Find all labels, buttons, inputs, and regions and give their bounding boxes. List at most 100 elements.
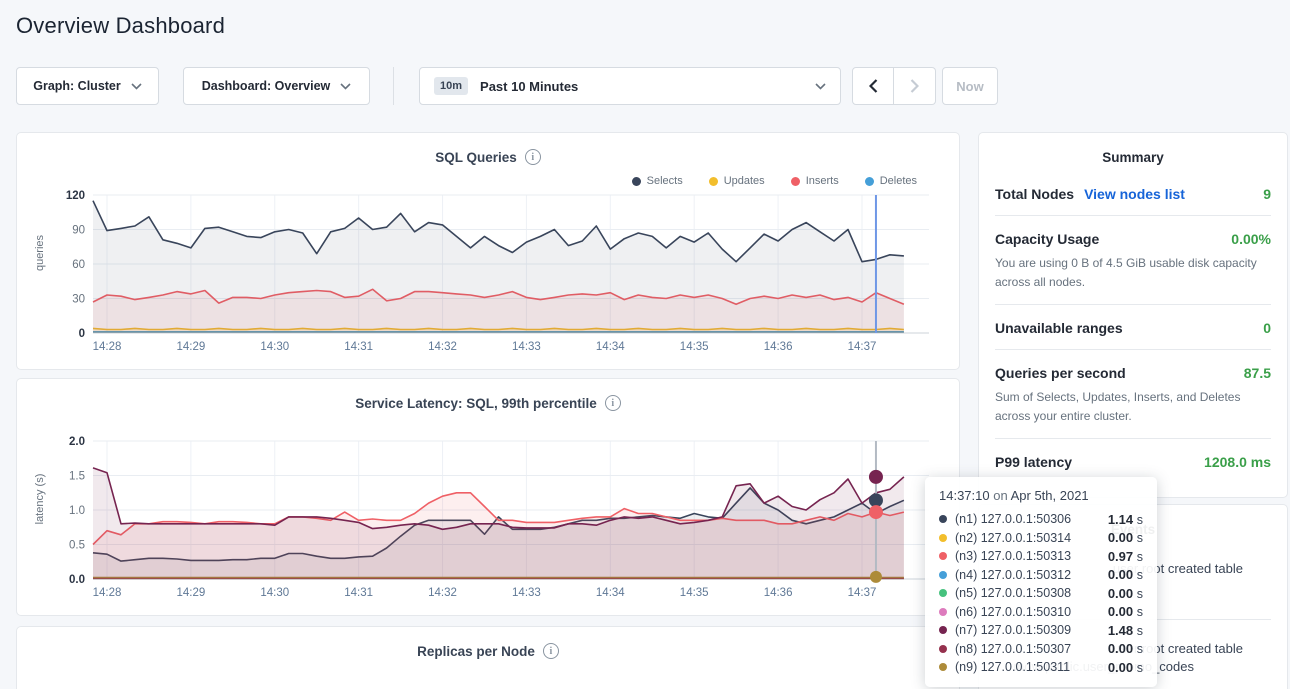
latency-value: 0.00 s (1107, 530, 1143, 546)
graph-dropdown-label: Graph: Cluster (33, 79, 121, 93)
summary-row-p99-latency: P99 latency 1208.0 ms (995, 454, 1271, 471)
svg-text:90: 90 (72, 225, 85, 237)
svg-text:30: 30 (72, 294, 85, 306)
dashboard-dropdown-label: Dashboard: Overview (201, 79, 331, 93)
svg-text:14:37: 14:37 (848, 587, 877, 599)
chevron-down-icon (340, 82, 351, 90)
info-icon[interactable]: i (524, 149, 541, 165)
summary-rows: Total Nodes View nodes list 9 Capacity U… (979, 171, 1287, 483)
svg-text:14:32: 14:32 (428, 587, 457, 599)
sql-queries-chart[interactable]: 0 30 60 90 120 14:28 14:29 14:30 14:31 14:32 14:33… (47, 189, 943, 357)
latency-value: 0.00 s (1107, 659, 1143, 675)
time-range-badge: 10m (434, 77, 469, 95)
svg-text:60: 60 (72, 259, 85, 271)
series-dot (939, 644, 947, 653)
dashboard-dropdown[interactable]: Dashboard: Overview (183, 67, 370, 105)
latency-value: 0.00 s (1107, 604, 1143, 620)
graph-dropdown[interactable]: Graph: Cluster (16, 67, 159, 105)
chevron-down-icon (815, 82, 826, 90)
node-address: (n6) 127.0.0.1:50310 (955, 604, 1072, 619)
chart-title: Service Latency: SQL, 99th percentile (355, 395, 597, 411)
summary-panel: Summary Total Nodes View nodes list 9 Ca… (978, 132, 1288, 498)
tooltip-row: (n5) 127.0.0.1:50308 0.00 s (939, 584, 1143, 603)
svg-text:14:32: 14:32 (428, 341, 457, 353)
svg-text:14:34: 14:34 (596, 341, 625, 353)
tooltip-row: (n7) 127.0.0.1:50309 1.48 s (939, 621, 1143, 640)
svg-text:0.5: 0.5 (69, 540, 85, 552)
node-address: (n2) 127.0.0.1:50314 (955, 530, 1072, 545)
summary-value: 87.5 (1243, 365, 1271, 382)
chevron-down-icon (131, 82, 142, 90)
legend-dot (708, 176, 718, 186)
svg-text:1.5: 1.5 (69, 471, 85, 483)
series-dot (939, 589, 947, 598)
toolbar: Graph: Cluster Dashboard: Overview 10m P… (16, 67, 998, 105)
legend-item-deletes[interactable]: Deletes (864, 175, 917, 187)
prev-time-button[interactable] (852, 67, 894, 105)
svg-text:14:31: 14:31 (344, 341, 373, 353)
time-range-dropdown[interactable]: 10m Past 10 Minutes (419, 67, 841, 105)
legend-dot (790, 176, 800, 186)
svg-text:0: 0 (79, 328, 85, 340)
tooltip-row: (n8) 127.0.0.1:50307 0.00 s (939, 640, 1143, 659)
node-address: (n4) 127.0.0.1:50312 (955, 567, 1072, 582)
svg-text:14:29: 14:29 (176, 587, 205, 599)
chart-legend: Selects Updates Inserts Deletes (631, 175, 917, 187)
info-icon[interactable]: i (604, 395, 621, 411)
summary-value: 1208.0 ms (1204, 454, 1271, 471)
arrow-left-icon (868, 79, 877, 93)
svg-text:14:34: 14:34 (596, 587, 625, 599)
node-address: (n8) 127.0.0.1:50307 (955, 641, 1072, 656)
svg-text:14:37: 14:37 (848, 341, 877, 353)
node-address: (n5) 127.0.0.1:50308 (955, 586, 1072, 601)
y-axis-label: latency (s) (34, 473, 46, 525)
node-address: (n9) 127.0.0.1:50311 (955, 660, 1071, 675)
summary-value: 9 (1263, 186, 1271, 202)
svg-text:1.0: 1.0 (69, 505, 85, 517)
svg-text:14:33: 14:33 (512, 341, 541, 353)
time-pager (852, 67, 936, 105)
tooltip-row: (n6) 127.0.0.1:50310 0.00 s (939, 603, 1143, 622)
summary-title: Summary (1102, 150, 1164, 165)
svg-text:14:29: 14:29 (176, 341, 205, 353)
svg-text:120: 120 (66, 190, 85, 202)
node-address: (n1) 127.0.0.1:50306 (955, 512, 1072, 527)
chart-title: SQL Queries (435, 149, 517, 165)
tooltip-timestamp: 14:37:10 on Apr 5th, 2021 (939, 488, 1089, 503)
tooltip-row: (n3) 127.0.0.1:50313 0.97 s (939, 547, 1143, 566)
chart-tooltip: 14:37:10 on Apr 5th, 2021 (n1) 127.0.0.1… (925, 477, 1157, 687)
legend-item-selects[interactable]: Selects (631, 175, 683, 187)
node-address: (n3) 127.0.0.1:50313 (955, 549, 1072, 564)
svg-text:14:35: 14:35 (680, 341, 709, 353)
service-latency-chart[interactable]: 0.0 0.5 1.0 1.5 2.0 14:28 14:29 14:30 14:31 14:32… (47, 435, 943, 603)
node-address: (n7) 127.0.0.1:50309 (955, 623, 1072, 638)
svg-text:0.0: 0.0 (69, 574, 85, 586)
legend-item-updates[interactable]: Updates (708, 175, 765, 187)
latency-value: 1.48 s (1107, 622, 1143, 638)
tooltip-row: (n4) 127.0.0.1:50312 0.00 s (939, 566, 1143, 585)
summary-row-capacity-usage: Capacity Usage 0.00% You are using 0 B o… (995, 216, 1271, 306)
summary-row-queries-per-second: Queries per second 87.5 Sum of Selects, … (995, 350, 1271, 440)
series-dot (939, 515, 947, 524)
latency-value: 1.14 s (1107, 511, 1143, 527)
view-nodes-list-link[interactable]: View nodes list (1084, 186, 1185, 202)
next-time-button[interactable] (894, 67, 936, 105)
svg-text:14:35: 14:35 (680, 587, 709, 599)
legend-item-inserts[interactable]: Inserts (790, 175, 839, 187)
latency-value: 0.00 s (1107, 585, 1143, 601)
svg-text:2.0: 2.0 (69, 436, 85, 448)
tooltip-row: (n9) 127.0.0.1:50311 0.00 s (939, 658, 1143, 677)
tooltip-row: (n2) 127.0.0.1:50314 0.00 s (939, 529, 1143, 548)
y-axis-label: queries (34, 234, 46, 272)
tooltip-row: (n1) 127.0.0.1:50306 1.14 s (939, 510, 1143, 529)
tooltip-rows: (n1) 127.0.0.1:50306 1.14 s (n2) 127.0.0.1… (939, 510, 1143, 677)
svg-text:14:30: 14:30 (260, 341, 289, 353)
series-dot (939, 663, 947, 672)
time-range-label: Past 10 Minutes (480, 78, 579, 94)
legend-dot (864, 176, 874, 186)
svg-text:14:36: 14:36 (764, 341, 793, 353)
svg-text:14:28: 14:28 (93, 587, 122, 599)
info-icon[interactable]: i (542, 643, 559, 659)
now-button[interactable]: Now (942, 67, 998, 105)
